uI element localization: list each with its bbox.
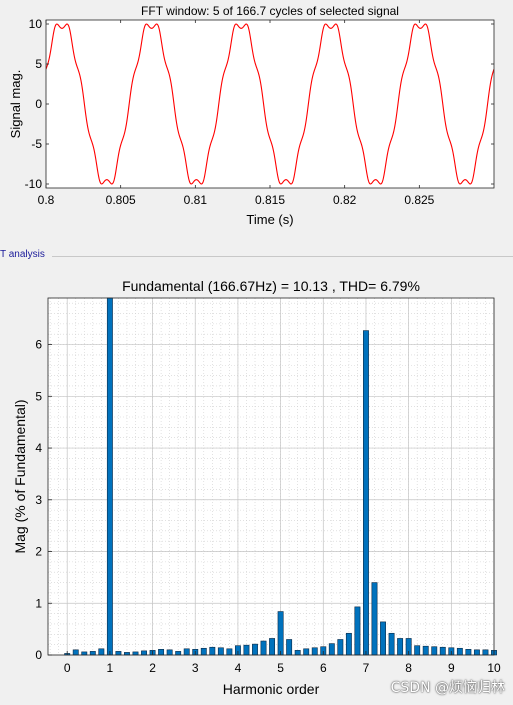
- watermark: CSDN @烦恼归林: [390, 680, 505, 696]
- bar-harmonic-6.8: [354, 606, 361, 656]
- signal-line: [46, 23, 494, 185]
- bar-harmonic-5.0: [277, 611, 284, 656]
- x-tick-label: 0.825: [404, 193, 434, 207]
- x-tick-label: 0.815: [255, 193, 285, 207]
- bar-harmonic-7.8: [397, 638, 404, 656]
- bar-harmonic-2.8: [183, 648, 190, 656]
- bar-harmonic-8.8: [439, 646, 446, 656]
- x-tick-label: 0.81: [184, 193, 208, 207]
- y-tick-label: 4: [35, 441, 42, 455]
- bar-harmonic-4.6: [260, 640, 267, 656]
- x-tick-label: 10: [487, 661, 501, 675]
- x-tick-label: 2: [149, 661, 156, 675]
- bar-harmonic-3.8: [226, 648, 233, 656]
- bar-harmonic-7.6: [388, 632, 395, 656]
- y-tick-label: -10: [25, 177, 43, 191]
- plot-area: [46, 20, 494, 188]
- plot-frame: [47, 297, 495, 656]
- fft-analysis-panel-label: T analysis: [0, 249, 48, 260]
- x-tick-label: 7: [363, 661, 370, 675]
- bar-harmonic-0.6: [89, 651, 96, 656]
- x-tick-label: 0.805: [106, 193, 136, 207]
- x-tick-label: 0.82: [333, 193, 357, 207]
- bar-harmonic-4.2: [243, 644, 250, 656]
- x-tick-label: 8: [405, 661, 412, 675]
- bar-harmonic-3.2: [200, 647, 207, 656]
- bar-harmonic-9.2: [456, 647, 463, 656]
- bar-harmonic-7.4: [380, 621, 386, 656]
- x-tick-label: 4: [235, 661, 242, 675]
- bar-harmonic-7.0: [363, 330, 369, 656]
- y-tick-label: 2: [35, 545, 42, 559]
- bar-harmonic-0.4: [81, 651, 88, 656]
- x-tick-label: 6: [320, 661, 327, 675]
- y-tick-label: 6: [35, 338, 42, 352]
- bar-harmonic-1.8: [141, 650, 147, 656]
- y-axis-label: Signal mag.: [8, 70, 23, 139]
- bar-harmonic-5.6: [303, 648, 310, 656]
- plot-area: [48, 298, 494, 655]
- bar-harmonic-9.6: [473, 649, 480, 656]
- bar-harmonic-8.4: [422, 645, 429, 656]
- signal-chart: FFT window: 5 of 166.7 cycles of selecte…: [8, 4, 495, 227]
- bar-harmonic-3.4: [209, 646, 216, 656]
- bar-harmonic-0.2: [72, 649, 79, 656]
- bar-harmonic-1.6: [132, 651, 139, 656]
- bar-harmonic-4.8: [269, 638, 276, 656]
- y-tick-label: 1: [35, 596, 42, 610]
- bar-harmonic-8.6: [431, 646, 438, 656]
- panel-divider: [52, 256, 513, 257]
- y-tick-label: 3: [35, 493, 42, 507]
- y-tick-label: 5: [35, 389, 42, 403]
- bar-harmonic-2.6: [175, 651, 182, 656]
- chart-title: Fundamental (166.67Hz) = 10.13 , THD= 6.…: [122, 278, 420, 294]
- y-tick-label: 5: [35, 57, 42, 71]
- bar-harmonic-6.6: [345, 632, 352, 656]
- bar-harmonic-5.4: [294, 650, 301, 656]
- bar-harmonic-5.8: [311, 647, 318, 656]
- bar-harmonic-1.2: [115, 651, 122, 656]
- x-tick-label: 5: [277, 661, 284, 675]
- bar-harmonic-4.4: [252, 643, 258, 656]
- bar-harmonic-9.8: [482, 649, 489, 656]
- y-tick-label: 0: [35, 648, 42, 662]
- bar-harmonic-2.2: [158, 649, 165, 656]
- y-axis-label: Mag (% of Fundamental): [12, 399, 28, 553]
- x-axis-label: Time (s): [246, 212, 293, 227]
- y-tick-label: -5: [31, 137, 42, 151]
- x-tick-label: 0: [64, 661, 71, 675]
- bar-harmonic-2.4: [166, 649, 173, 656]
- bar-harmonic-6.4: [337, 639, 344, 656]
- bar-harmonic-5.2: [286, 639, 293, 656]
- x-tick-label: 0.8: [38, 193, 55, 207]
- x-tick-label: 1: [107, 661, 114, 675]
- y-tick-label: 10: [29, 17, 43, 31]
- x-axis-label: Harmonic order: [223, 681, 320, 697]
- bar-harmonic-6.2: [328, 643, 335, 656]
- bar-harmonic-1.0: [106, 297, 113, 656]
- y-tick-label: 0: [35, 97, 42, 111]
- bar-harmonic-0.8: [98, 648, 105, 656]
- x-tick-label: 3: [192, 661, 199, 675]
- chart-title: FFT window: 5 of 166.7 cycles of selecte…: [141, 4, 399, 18]
- bar-harmonic-9.4: [465, 649, 472, 656]
- bar-harmonic-8.2: [414, 645, 421, 656]
- x-tick-label: 9: [448, 661, 455, 675]
- bar-harmonic-7.2: [371, 582, 378, 656]
- bar-harmonic-3.6: [217, 647, 224, 656]
